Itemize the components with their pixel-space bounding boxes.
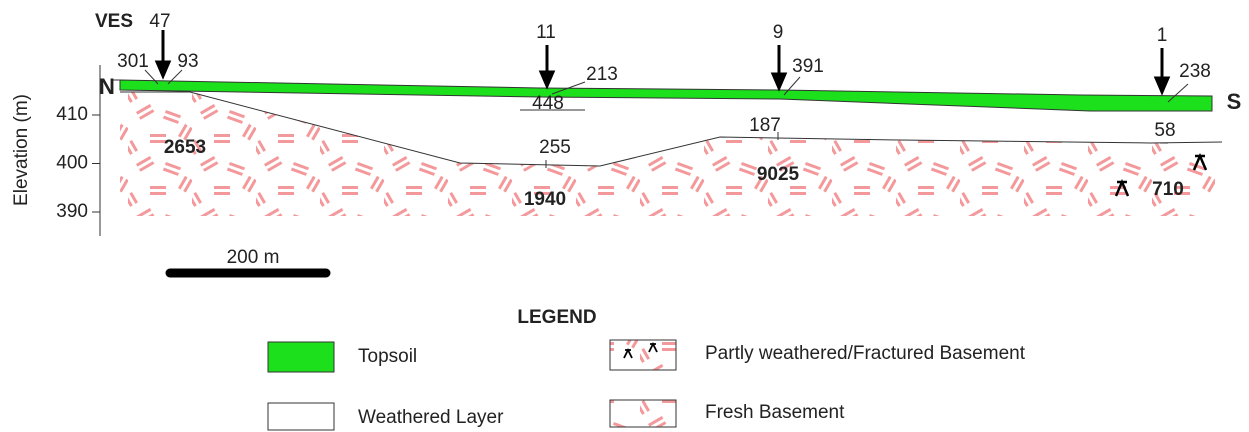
resistivity: 238 xyxy=(1179,61,1211,82)
ves-number: 1 xyxy=(1157,25,1168,46)
resistivity: 187 xyxy=(749,115,781,136)
section-diagram: 410400390 Elevation (m) VES 47 11 9 1 N … xyxy=(0,0,1249,432)
topsoil-layer xyxy=(120,80,1212,111)
basement-resistivity: 710 xyxy=(1152,179,1184,200)
legend-swatch xyxy=(610,400,676,427)
legend-title: LEGEND xyxy=(517,307,596,328)
tick-label: 390 xyxy=(56,201,88,222)
basement-resistivity: 1940 xyxy=(524,189,566,210)
legend-swatch xyxy=(268,403,334,430)
legend-label: Partly weathered/Fractured Basement xyxy=(705,343,1026,364)
legend-label: Topsoil xyxy=(358,346,417,367)
resistivity: 213 xyxy=(586,64,618,85)
scale-label: 200 m xyxy=(227,247,280,268)
legend-label: Fresh Basement xyxy=(705,402,845,423)
tick-label: 410 xyxy=(56,104,88,125)
ves-label: VES xyxy=(95,11,133,32)
north-label: N xyxy=(99,74,115,99)
basement-resistivity: 9025 xyxy=(757,164,800,185)
resistivity: 255 xyxy=(539,137,571,158)
resistivity: 391 xyxy=(792,56,824,77)
legend-label: Weathered Layer xyxy=(358,407,504,428)
ves-number: 11 xyxy=(536,22,556,43)
ves-number: 47 xyxy=(149,11,170,32)
resistivity: 58 xyxy=(1154,120,1175,141)
ves-arrows xyxy=(157,30,1168,92)
fresh-basement xyxy=(120,92,1215,216)
resistivity: 448 xyxy=(532,93,564,114)
legend-swatch xyxy=(268,342,334,372)
ves-number: 9 xyxy=(773,22,784,43)
y-axis: 410 400 390 xyxy=(56,65,100,236)
south-label: S xyxy=(1227,89,1242,114)
basement-resistivity: 2653 xyxy=(164,137,206,158)
legend-swatch xyxy=(610,340,676,370)
tick-label: 400 xyxy=(56,153,88,174)
resistivity: 301 xyxy=(117,51,149,72)
axis-label: Elevation (m) xyxy=(11,94,32,206)
resistivity: 93 xyxy=(177,51,198,72)
